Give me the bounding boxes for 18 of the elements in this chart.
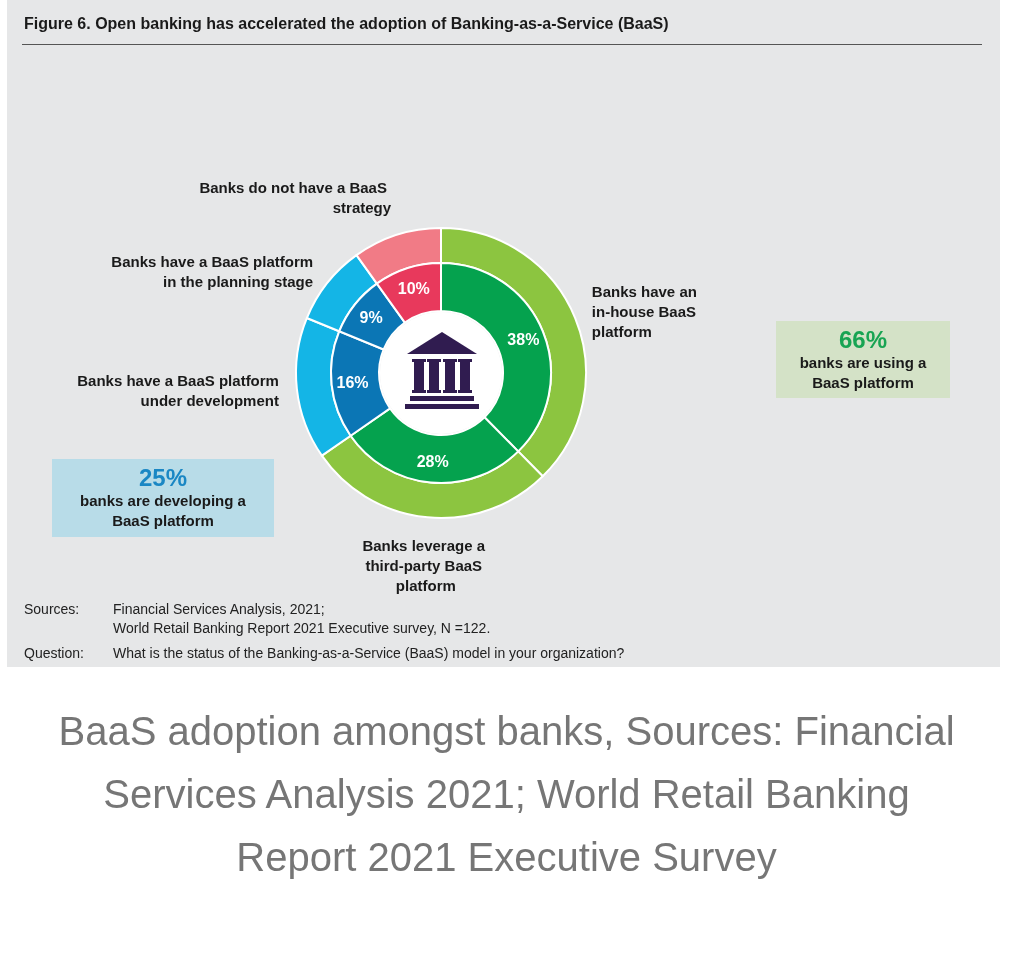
text: Sources: Financial Services Analysis, 2021; World Retail Banking Report 2021 Executive survey, N =122. (24, 601, 491, 636)
data-label: 38% (507, 330, 540, 348)
text: banks are developing a BaaS platform (79, 491, 247, 531)
text: 66% (838, 325, 888, 353)
data-label: 10% (397, 279, 430, 297)
text: banks are using a BaaS platform (798, 352, 928, 393)
data-label: 28% (416, 453, 449, 471)
text: 25% (138, 464, 188, 491)
text: BaaS adoption amongst banks, Sources: Financial Services Analysis 2021; World Retail Banking Report 2021 Executive Survey (57, 708, 956, 881)
slice-label: Banks have a BaaS platform in the planning stage (111, 253, 314, 291)
slice-label: Banks have a BaaS platform under development (77, 372, 279, 410)
slice-label: Banks have an in-house BaaS platform (591, 282, 702, 340)
chart-title: Figure 6. Open banking has accelerated the adoption of Banking-as-a-Service (BaaS) (22, 14, 982, 45)
text: Question: What is the status of the Banking-as-a-Service (BaaS) model in your organization? (24, 645, 625, 661)
slice-label: Banks do not have a BaaS strategy (199, 179, 392, 217)
data-label: 16% (336, 374, 369, 392)
slice-label: Banks leverage a third-party BaaS platform (362, 536, 490, 594)
data-label: 9% (359, 309, 383, 327)
